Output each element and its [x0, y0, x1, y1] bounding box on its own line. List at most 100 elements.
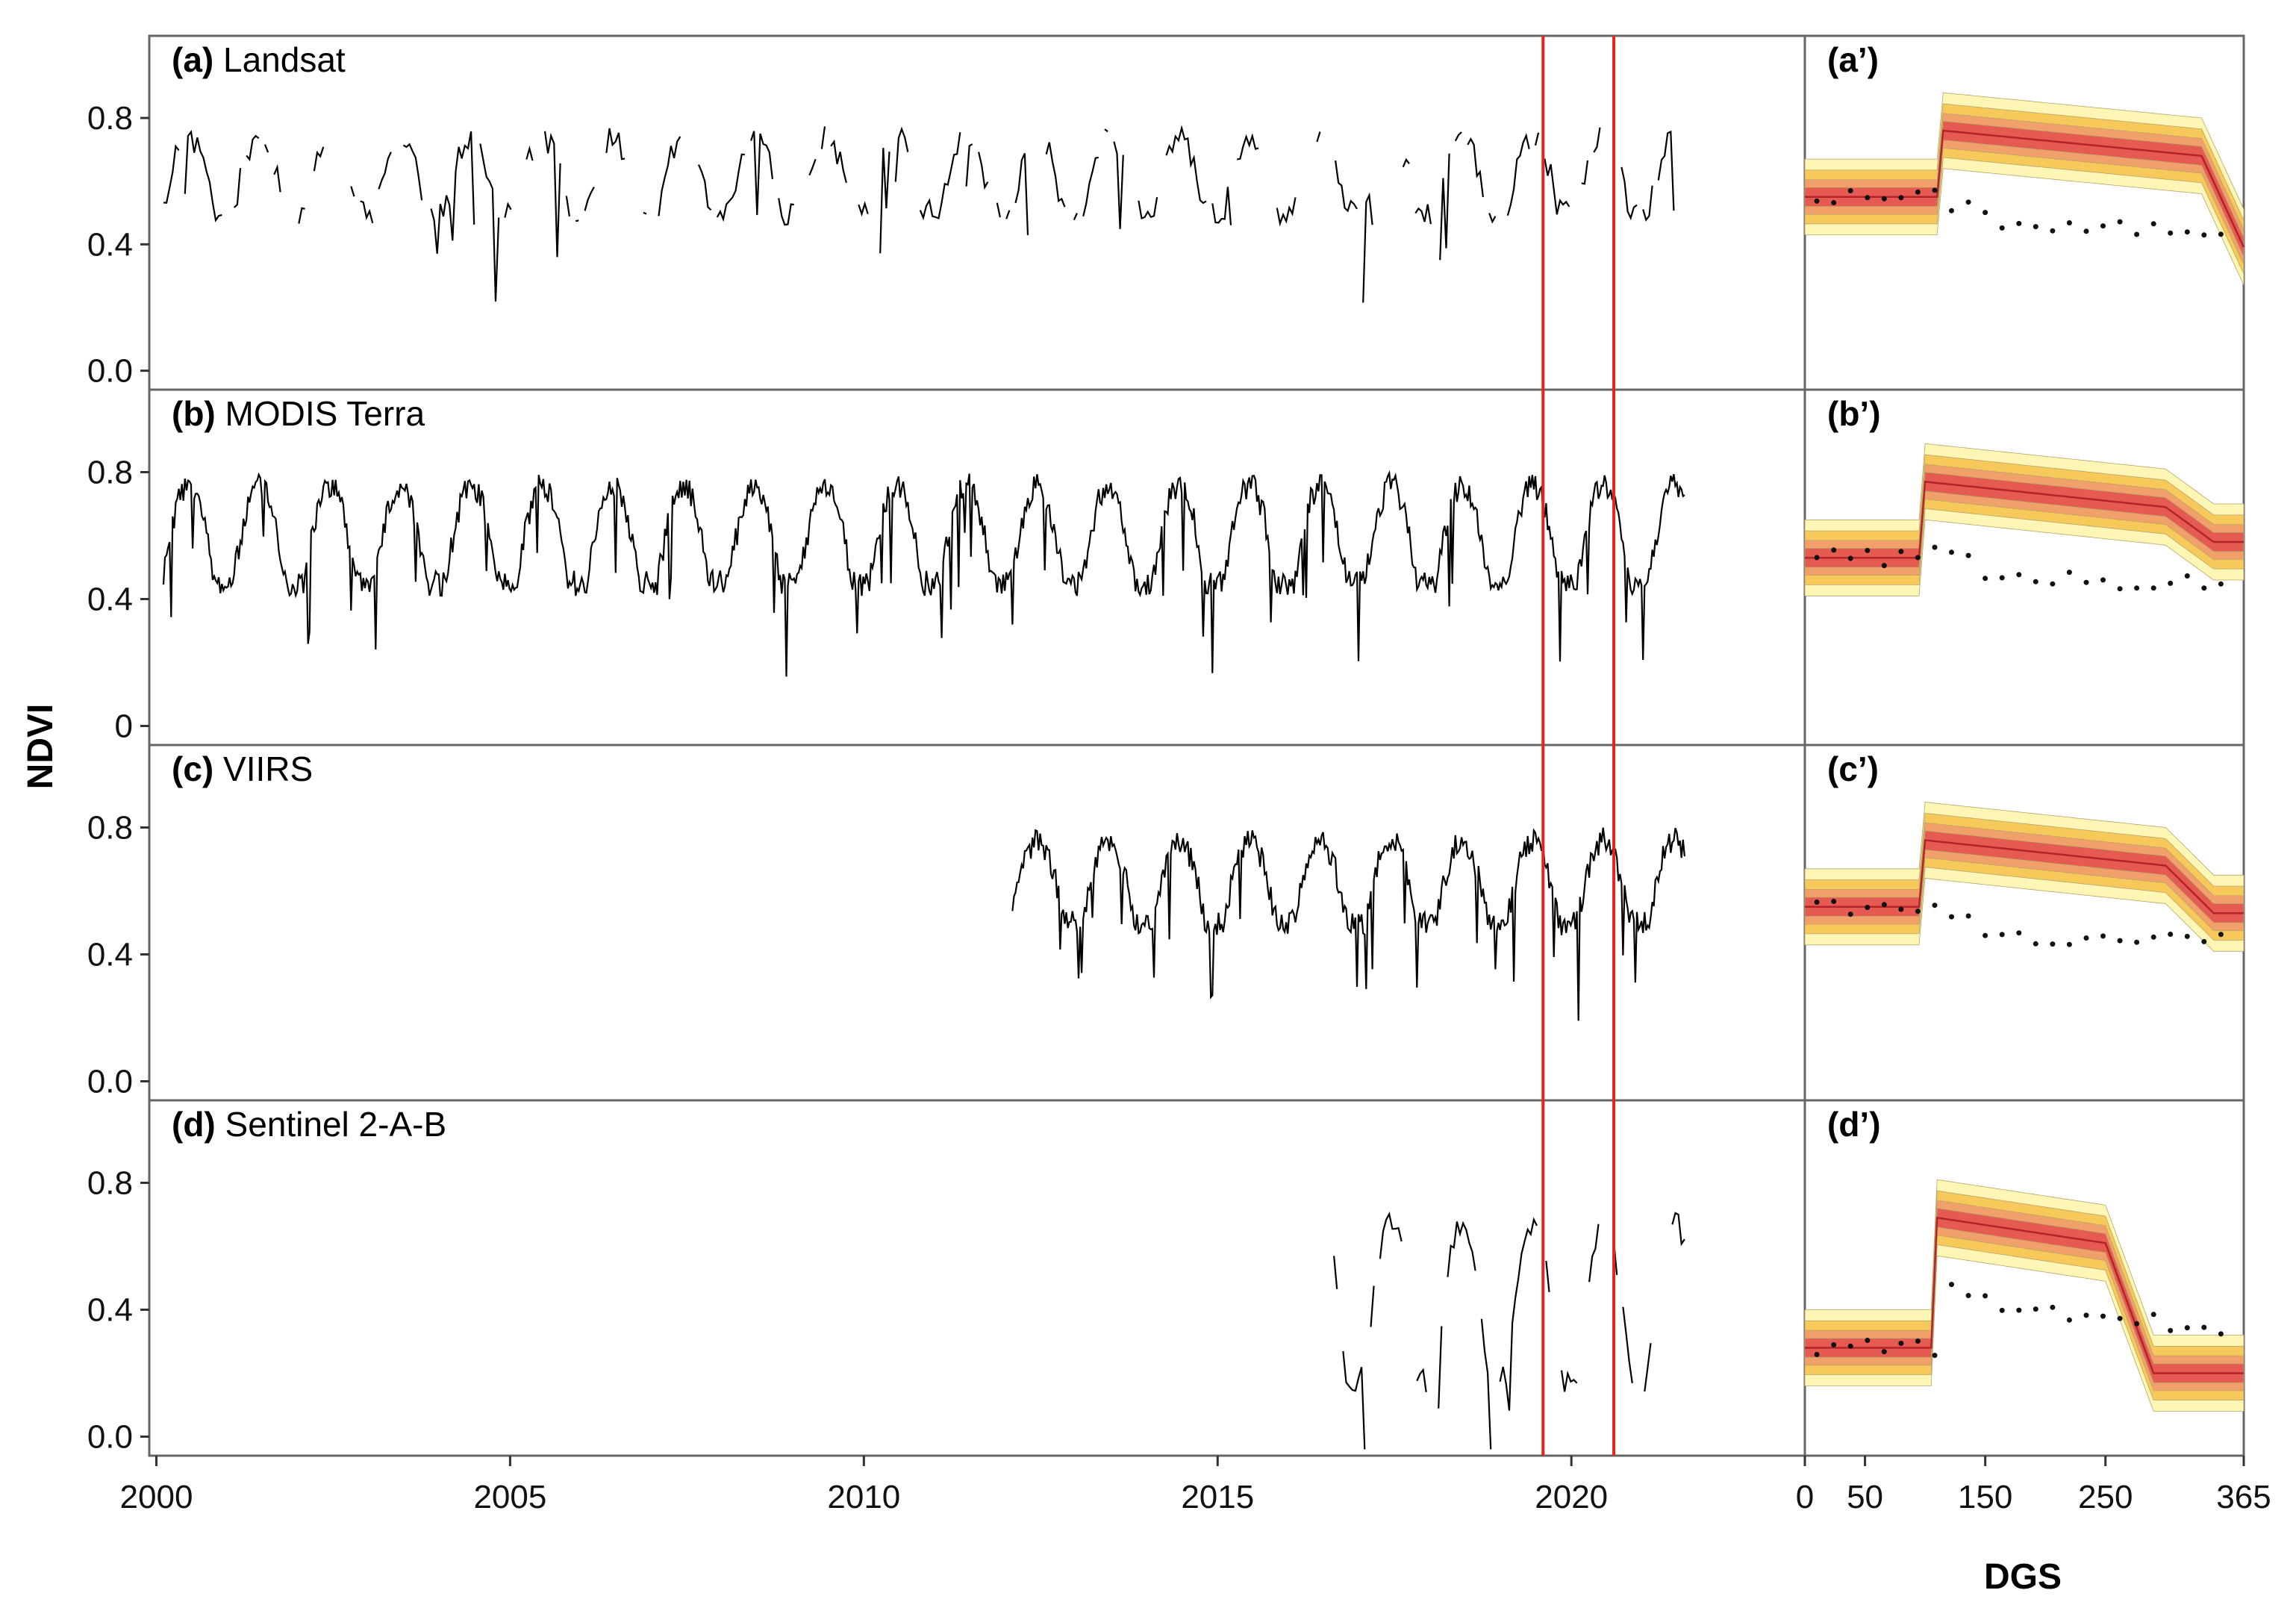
- obs-point: [2201, 938, 2207, 944]
- obs-point: [1814, 555, 1820, 561]
- y-tick-label: 0.8: [87, 455, 133, 491]
- x-axis-title-dgs: DGS: [1984, 1557, 2062, 1597]
- density-panel-d': [1804, 1179, 2244, 1412]
- panel-label-letter: (b): [172, 394, 216, 433]
- obs-point: [1949, 914, 1954, 920]
- obs-point: [1983, 576, 1988, 582]
- obs-point: [1898, 549, 1904, 555]
- obs-point: [2016, 572, 2022, 578]
- median-line: [1805, 839, 2244, 914]
- obs-point: [1831, 899, 1837, 904]
- obs-point: [1965, 1293, 1971, 1298]
- obs-point: [1999, 932, 2005, 938]
- ndvi-line-a: [163, 125, 1675, 303]
- obs-point: [1865, 905, 1871, 910]
- obs-point: [2066, 941, 2072, 947]
- obs-point: [1915, 908, 1921, 914]
- panel-label-sensor: MODIS Terra: [216, 394, 425, 433]
- obs-point: [2218, 932, 2224, 938]
- median-line: [1805, 1216, 2244, 1374]
- obs-point: [2168, 932, 2174, 937]
- obs-point: [2117, 938, 2123, 944]
- obs-point: [2083, 228, 2089, 234]
- doy-tick-label: 365: [2216, 1479, 2271, 1515]
- y-tick-label: 0.0: [87, 353, 133, 390]
- obs-point: [2100, 223, 2106, 229]
- y-axis-title: NDVI: [21, 704, 60, 790]
- obs-point: [2184, 229, 2190, 235]
- obs-point: [2050, 1304, 2056, 1310]
- obs-point: [1865, 195, 1871, 201]
- panel-label-sensor: Sentinel 2-A-B: [216, 1105, 446, 1144]
- panel-label-d: (d) Sentinel 2-A-B: [172, 1105, 446, 1144]
- obs-point: [2218, 231, 2224, 237]
- obs-point: [2083, 1312, 2089, 1318]
- obs-point: [1999, 1307, 2005, 1313]
- obs-point: [2168, 1327, 2174, 1333]
- density-band: [1804, 1208, 2244, 1383]
- obs-point: [1915, 189, 1921, 195]
- obs-point: [2184, 573, 2190, 579]
- obs-point: [1814, 198, 1820, 204]
- median-line: [1805, 480, 2244, 559]
- obs-point: [1949, 208, 1954, 213]
- ndvi-line-b: [162, 470, 1685, 677]
- obs-point: [1865, 547, 1871, 553]
- obs-point: [1898, 195, 1904, 201]
- doy-tick-label: 250: [2078, 1479, 2133, 1515]
- obs-point: [2134, 939, 2140, 945]
- ndvi-line-d: [1333, 1212, 1685, 1450]
- panel-label-b: (b) MODIS Terra: [172, 394, 425, 433]
- obs-point: [1983, 932, 1988, 938]
- density-label: (a’): [1827, 40, 1879, 79]
- density-label: (b’): [1827, 394, 1881, 433]
- obs-point: [2066, 570, 2072, 576]
- obs-point: [2134, 1321, 2140, 1327]
- panel-label-c: (c) VIIRS: [172, 749, 313, 788]
- x-tick-label: 2020: [1535, 1479, 1608, 1515]
- obs-point: [2033, 941, 2038, 947]
- obs-point: [1932, 1353, 1938, 1359]
- obs-point: [2168, 230, 2174, 236]
- obs-point: [2134, 585, 2140, 591]
- panel-label-letter: (c): [172, 749, 213, 788]
- obs-point: [1915, 1338, 1921, 1344]
- obs-point: [1814, 900, 1820, 905]
- y-tick-label: 0.0: [87, 1064, 133, 1100]
- ndvi-line-c: [1011, 827, 1685, 1021]
- y-tick-label: 0.8: [87, 1165, 133, 1202]
- y-tick-label: 0.8: [87, 810, 133, 847]
- x-tick-label: 2005: [473, 1479, 546, 1515]
- obs-point: [2016, 220, 2022, 226]
- obs-point: [1865, 1338, 1871, 1343]
- x-tick-label: 2015: [1181, 1479, 1254, 1515]
- obs-point: [2016, 1307, 2022, 1313]
- obs-point: [2201, 1324, 2207, 1330]
- obs-point: [2050, 581, 2056, 587]
- doy-tick-label: 150: [1958, 1479, 2012, 1515]
- obs-point: [1831, 1342, 1837, 1347]
- obs-point: [2050, 941, 2056, 947]
- obs-point: [2218, 581, 2224, 587]
- density-panel-c': [1804, 802, 2244, 952]
- obs-point: [2150, 934, 2156, 940]
- panel-d: [1333, 1212, 1685, 1450]
- doy-tick-label: 0: [1796, 1479, 1814, 1515]
- y-tick-label: 0.4: [87, 582, 133, 618]
- obs-point: [2117, 1315, 2123, 1321]
- density-band: [1804, 472, 2244, 568]
- obs-point: [1847, 911, 1853, 917]
- obs-point: [1932, 903, 1938, 908]
- obs-point: [2083, 579, 2089, 585]
- obs-point: [2050, 228, 2056, 234]
- obs-point: [1949, 1282, 1954, 1288]
- obs-point: [1932, 187, 1938, 193]
- obs-point: [1898, 906, 1904, 912]
- obs-point: [2033, 1306, 2038, 1312]
- obs-point: [2100, 933, 2106, 939]
- y-tick-label: 0.4: [87, 937, 133, 973]
- obs-point: [2100, 1313, 2106, 1319]
- obs-point: [2066, 220, 2072, 225]
- panel-a: [163, 125, 1675, 303]
- y-tick-label: 0.0: [87, 1419, 133, 1456]
